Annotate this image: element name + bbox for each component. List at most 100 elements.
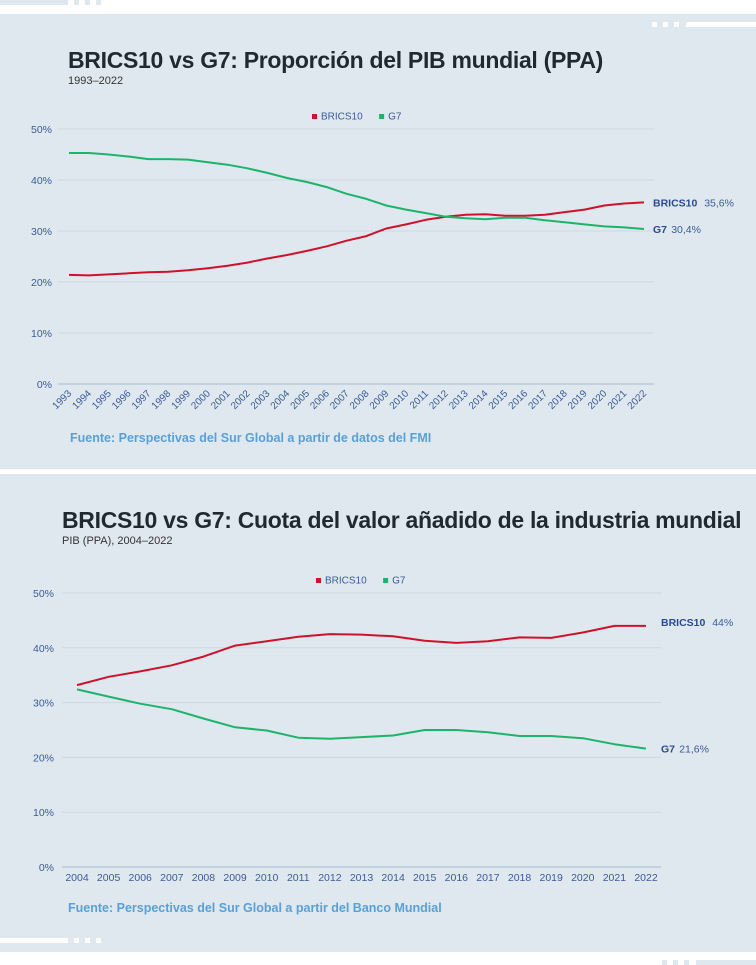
chart-1-subtitle: 1993–2022 bbox=[68, 75, 124, 87]
x-tick-label: 2022 bbox=[626, 388, 650, 412]
legend-swatch-brics10 bbox=[312, 114, 317, 119]
decor-square bbox=[11, 469, 16, 474]
x-tick-label: 1999 bbox=[170, 388, 194, 412]
x-tick-label: 2018 bbox=[546, 388, 570, 412]
end-label-value-brics10: 35,6% bbox=[704, 197, 734, 209]
x-tick-label: 2005 bbox=[97, 872, 121, 884]
y-tick-label: 50% bbox=[31, 124, 52, 136]
y-tick-label: 30% bbox=[31, 226, 52, 238]
x-tick-label: 2016 bbox=[445, 872, 469, 884]
decor-square bbox=[738, 469, 743, 474]
x-tick-label: 2017 bbox=[526, 388, 550, 412]
decor-square bbox=[662, 960, 667, 965]
chart-panel-2 bbox=[0, 474, 756, 952]
decor-square bbox=[727, 469, 732, 474]
series-line-brics10 bbox=[68, 201, 645, 277]
x-tick-label: 1994 bbox=[70, 388, 94, 412]
y-tick-label: 20% bbox=[33, 752, 54, 764]
x-tick-label: 2018 bbox=[508, 872, 532, 884]
decor-bar bbox=[0, 938, 68, 943]
x-tick-label: 2006 bbox=[308, 388, 332, 412]
y-tick-label: 50% bbox=[33, 588, 54, 600]
decor-square bbox=[663, 22, 668, 27]
legend-label-g7: G7 bbox=[392, 576, 406, 587]
decor-square bbox=[96, 0, 101, 5]
chart-1-source: Fuente: Perspectivas del Sur Global a pa… bbox=[70, 431, 432, 445]
series-line-g7 bbox=[69, 152, 645, 230]
x-tick-label: 2020 bbox=[586, 388, 610, 412]
decor-bar bbox=[696, 960, 756, 965]
series-line-g7 bbox=[76, 688, 647, 750]
decor-bar bbox=[0, 0, 68, 5]
chart-panel-1 bbox=[0, 14, 756, 469]
x-tick-label: 2007 bbox=[328, 388, 352, 412]
x-tick-label: 2019 bbox=[539, 872, 563, 884]
x-tick-label: 2004 bbox=[269, 388, 293, 412]
decor-square bbox=[74, 0, 79, 5]
x-tick-label: 2021 bbox=[606, 388, 630, 412]
x-tick-label: 1996 bbox=[110, 388, 134, 412]
end-label-name-g7: G7 bbox=[653, 224, 667, 236]
x-tick-label: 2019 bbox=[566, 388, 590, 412]
x-tick-label: 2010 bbox=[388, 388, 412, 412]
x-tick-label: 1995 bbox=[90, 388, 114, 412]
x-tick-label: 2010 bbox=[255, 872, 279, 884]
x-tick-label: 2012 bbox=[427, 388, 451, 412]
x-tick-label: 2014 bbox=[467, 388, 491, 412]
x-tick-label: 2013 bbox=[350, 872, 374, 884]
x-tick-label: 2012 bbox=[318, 872, 342, 884]
chart-2-title: BRICS10 vs G7: Cuota del valor añadido d… bbox=[62, 507, 742, 533]
decor-square bbox=[749, 469, 754, 474]
y-tick-label: 30% bbox=[33, 698, 54, 710]
x-tick-label: 2008 bbox=[192, 872, 216, 884]
x-tick-label: 1993 bbox=[51, 388, 75, 412]
decor-square bbox=[0, 469, 5, 474]
x-tick-label: 1997 bbox=[130, 388, 154, 412]
x-tick-label: 2013 bbox=[447, 388, 471, 412]
decor-square bbox=[96, 938, 101, 943]
decor-square bbox=[684, 960, 689, 965]
end-label-name-brics10: BRICS10 bbox=[653, 197, 698, 209]
chart-2-subtitle: PIB (PPA), 2004–2022 bbox=[62, 535, 173, 547]
chart-2-source: Fuente: Perspectivas del Sur Global a pa… bbox=[68, 901, 442, 915]
y-tick-label: 0% bbox=[39, 862, 54, 874]
x-tick-label: 2017 bbox=[476, 872, 500, 884]
series-line-brics10 bbox=[76, 624, 646, 687]
x-tick-label: 2008 bbox=[348, 388, 372, 412]
x-tick-label: 2009 bbox=[368, 388, 392, 412]
x-tick-label: 2011 bbox=[287, 872, 310, 884]
y-tick-label: 40% bbox=[31, 175, 52, 187]
y-tick-label: 0% bbox=[37, 379, 52, 391]
end-label-value-g7: 21,6% bbox=[679, 744, 709, 756]
decor-square bbox=[85, 0, 90, 5]
legend-label-g7: G7 bbox=[388, 112, 402, 123]
x-tick-label: 2006 bbox=[129, 872, 153, 884]
x-tick-label: 2021 bbox=[603, 872, 627, 884]
end-label-name-g7: G7 bbox=[661, 744, 675, 756]
decor-square bbox=[74, 938, 79, 943]
decor-square bbox=[652, 22, 657, 27]
x-tick-label: 2003 bbox=[249, 388, 273, 412]
x-tick-label: 2014 bbox=[381, 872, 405, 884]
decor-separator bbox=[36, 469, 720, 474]
x-tick-label: 2015 bbox=[413, 872, 437, 884]
end-label-name-brics10: BRICS10 bbox=[661, 617, 706, 629]
legend-swatch-brics10 bbox=[316, 578, 321, 583]
y-tick-label: 20% bbox=[31, 277, 52, 289]
decor-square bbox=[85, 938, 90, 943]
decor-bar bbox=[686, 22, 756, 27]
x-tick-label: 2022 bbox=[634, 872, 658, 884]
chart-1-title: BRICS10 vs G7: Proporción del PIB mundia… bbox=[68, 47, 604, 73]
x-tick-label: 2001 bbox=[209, 388, 233, 412]
y-tick-label: 10% bbox=[31, 328, 52, 340]
x-tick-label: 1998 bbox=[150, 388, 174, 412]
end-label-value-brics10: 44% bbox=[712, 617, 733, 629]
y-tick-label: 10% bbox=[33, 807, 54, 819]
x-tick-label: 2015 bbox=[487, 388, 511, 412]
x-tick-label: 2020 bbox=[571, 872, 595, 884]
x-tick-label: 2005 bbox=[289, 388, 313, 412]
decor-square bbox=[22, 469, 27, 474]
legend-swatch-g7 bbox=[379, 114, 385, 119]
decor-square bbox=[673, 960, 678, 965]
